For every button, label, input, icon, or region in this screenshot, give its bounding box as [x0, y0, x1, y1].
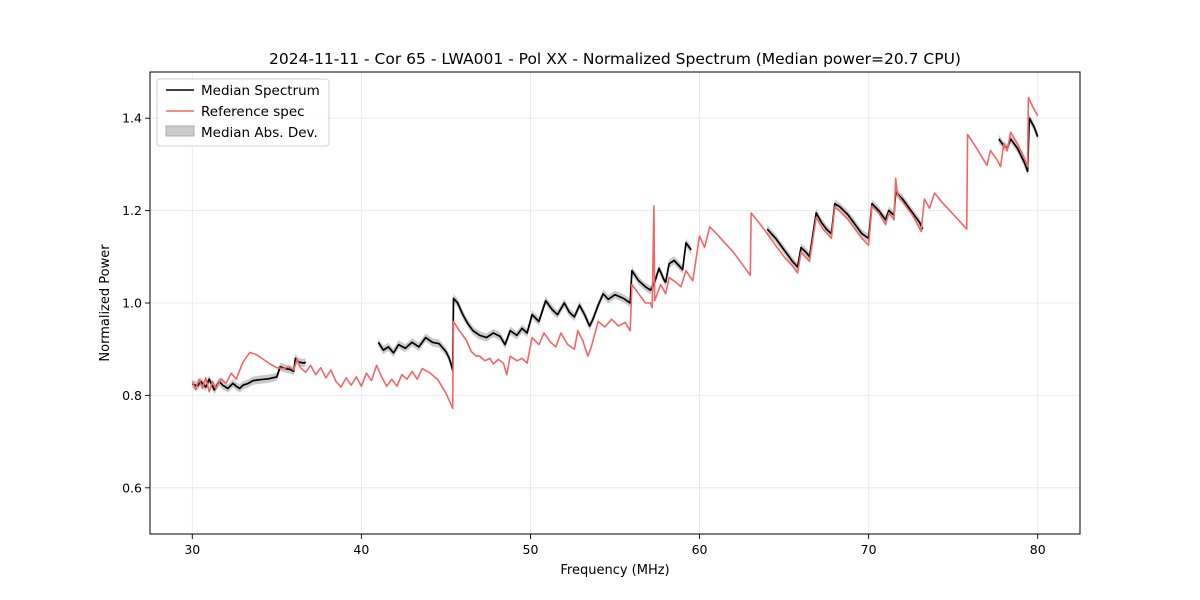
legend-median-label: Median Spectrum [201, 83, 320, 99]
x-tick-label: 70 [861, 542, 877, 557]
y-tick-label: 0.6 [122, 480, 142, 495]
reference-spectrum-line [191, 96, 1039, 410]
legend-reference-label: Reference spec [201, 104, 305, 120]
x-axis-label: Frequency (MHz) [560, 563, 669, 578]
median-spectrum-line [191, 357, 307, 391]
x-tick-label: 40 [353, 542, 369, 557]
legend-box [156, 78, 330, 147]
legend: Median Spectrum Reference spec Median Ab… [156, 78, 330, 147]
x-tick-label: 80 [1030, 542, 1046, 557]
axis-ticks: 30 40 50 60 70 80 0.6 0.8 1.0 1.2 1.4 [122, 111, 1046, 557]
grid [150, 72, 1080, 534]
chart-title: 2024-11-11 - Cor 65 - LWA001 - Pol XX - … [269, 50, 961, 68]
x-tick-label: 50 [523, 542, 539, 557]
y-tick-label: 1.0 [122, 296, 142, 311]
median-spectrum-line [377, 242, 692, 371]
y-tick-label: 1.4 [122, 111, 142, 126]
y-tick-label: 0.8 [122, 388, 142, 403]
x-tick-label: 60 [692, 542, 708, 557]
legend-mad-label: Median Abs. Dev. [201, 125, 318, 141]
mad-band [767, 188, 923, 272]
x-tick-label: 30 [184, 542, 200, 557]
legend-mad-swatch [165, 125, 195, 137]
y-axis-label: Normalized Power [98, 244, 113, 362]
y-tick-label: 1.2 [122, 203, 142, 218]
plot-area [191, 96, 1039, 410]
